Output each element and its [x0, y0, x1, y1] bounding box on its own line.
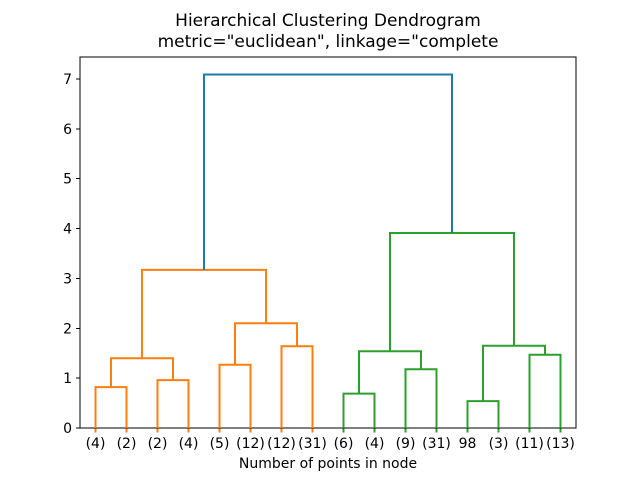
dendrogram-links	[94, 73, 562, 428]
y-tick-label: 4	[63, 222, 72, 238]
dendrogram-link	[234, 322, 298, 365]
axes-box	[79, 56, 577, 429]
chart-title: Hierarchical Clustering Dendrogram	[175, 11, 481, 31]
y-tick-label: 1	[63, 371, 72, 387]
dendrogram-link	[94, 386, 128, 428]
x-tick-label: (6)	[334, 436, 354, 452]
x-tick-label: (12)	[267, 436, 296, 452]
y-axis-ticks: 0 1 2 3 4 5 6 7	[63, 72, 80, 437]
dendrogram-link	[141, 268, 267, 359]
x-tick-label: (4)	[86, 436, 106, 452]
x-tick-label: (4)	[179, 436, 199, 452]
x-tick-label: (4)	[365, 436, 385, 452]
dendrogram-link	[342, 392, 376, 428]
x-tick-label: (2)	[117, 436, 137, 452]
x-tick-label: 98	[459, 436, 477, 452]
x-tick-label: (3)	[489, 436, 509, 452]
dendrogram-link	[466, 400, 500, 428]
dendrogram-link	[358, 350, 422, 394]
x-tick-label: (13)	[546, 436, 575, 452]
x-axis-label: Number of points in node	[239, 456, 417, 472]
dendrogram-link	[156, 379, 190, 428]
y-tick-label: 2	[63, 321, 72, 337]
x-tick-label: (2)	[148, 436, 168, 452]
x-tick-label: (11)	[515, 436, 544, 452]
y-tick-label: 6	[63, 122, 72, 138]
x-axis-ticks: (4) (2) (2) (4) (5) (12) (12) (31) (6) (4) (9) (31)…	[86, 428, 575, 452]
dendrogram-link	[389, 232, 515, 352]
chart-subtitle: metric="euclidean", linkage="complete	[158, 32, 499, 52]
y-tick-label: 7	[63, 72, 72, 88]
y-tick-label: 0	[63, 421, 72, 437]
dendrogram-link	[218, 363, 252, 428]
x-tick-label: (31)	[298, 436, 327, 452]
x-tick-label: (12)	[236, 436, 265, 452]
dendrogram-link	[404, 368, 438, 428]
dendrogram-link	[110, 357, 174, 388]
x-tick-label: (31)	[422, 436, 451, 452]
dendrogram-link	[528, 353, 562, 428]
x-tick-label: (5)	[210, 436, 230, 452]
y-tick-label: 3	[63, 271, 72, 287]
dendrogram-link	[203, 73, 453, 270]
x-tick-label: (9)	[396, 436, 416, 452]
y-tick-label: 5	[63, 172, 72, 188]
dendrogram-link	[280, 345, 314, 428]
